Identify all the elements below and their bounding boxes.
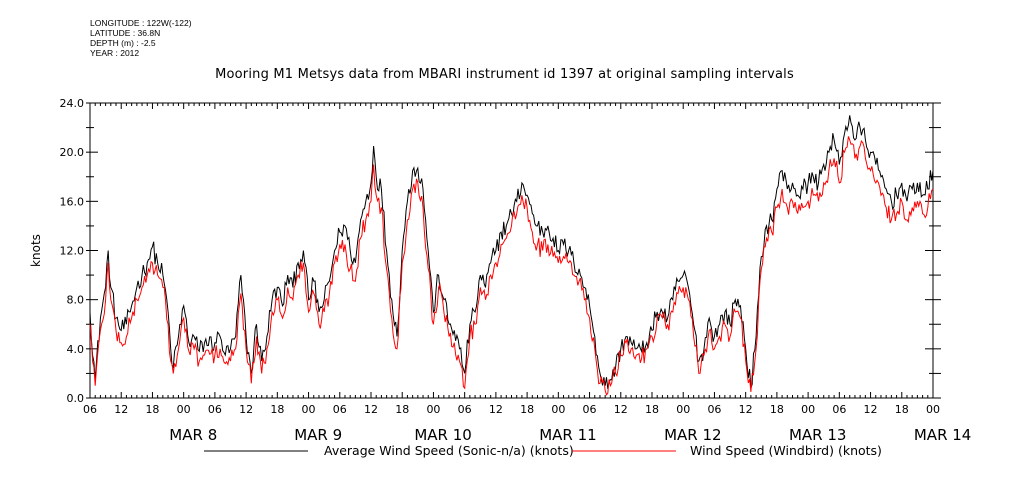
legend: Average Wind Speed (Sonic-n/a) (knots) Wi… [204,443,882,458]
x-tick-label: 06 [83,403,97,416]
year-text: YEAR : 2012 [90,48,140,58]
x-day-label: MAR 10 [414,426,471,444]
y-axis-label: knots [29,234,43,267]
x-tick-label: 12 [489,403,503,416]
x-tick-label: 06 [583,403,597,416]
x-day-label: MAR 14 [914,426,971,444]
x-tick-label: 00 [177,403,191,416]
metadata-block: LONGITUDE : 122W(-122) LATITUDE : 36.8N … [90,18,192,58]
x-tick-label: 06 [707,403,721,416]
longitude-text: LONGITUDE : 122W(-122) [90,18,192,28]
y-tick-label: 8.0 [67,294,85,307]
x-tick-label: 00 [801,403,815,416]
x-tick-label: 18 [895,403,909,416]
x-tick-label: 00 [926,403,940,416]
depth-text: DEPTH (m) : -2.5 [90,38,156,48]
x-tick-label: 06 [208,403,222,416]
legend-label-windbird: Wind Speed (Windbird) (knots) [690,443,882,458]
x-tick-label: 12 [864,403,878,416]
x-day-label: MAR 13 [789,426,846,444]
series-lines [89,115,934,396]
x-day-label: MAR 11 [539,426,596,444]
latitude-text: LATITUDE : 36.8N [90,28,161,38]
x-tick-label: 18 [395,403,409,416]
x-day-label: MAR 12 [664,426,721,444]
x-tick-label: 06 [832,403,846,416]
x-tick-label: 18 [145,403,159,416]
x-tick-label: 00 [676,403,690,416]
y-tick-label: 16.0 [60,195,85,208]
legend-label-sonic: Average Wind Speed (Sonic-n/a) (knots) [324,443,574,458]
x-tick-label: 12 [739,403,753,416]
x-tick-label: 00 [551,403,565,416]
y-tick-label: 12.0 [60,245,85,258]
chart-title: Mooring M1 Metsys data from MBARI instru… [215,67,794,82]
y-tick-label: 4.0 [67,343,85,356]
x-tick-label: 06 [333,403,347,416]
x-tick-label: 18 [770,403,784,416]
y-tick-label: 20.0 [60,146,85,159]
x-tick-label: 18 [270,403,284,416]
series-line-windbird [89,136,934,396]
x-tick-label: 12 [114,403,128,416]
x-tick-label: 12 [239,403,253,416]
y-tick-label: 24.0 [60,97,85,110]
x-tick-label: 00 [426,403,440,416]
x-tick-label: 00 [302,403,316,416]
x-tick-label: 18 [520,403,534,416]
x-tick-label: 06 [458,403,472,416]
x-tick-label: 18 [645,403,659,416]
x-tick-label: 12 [614,403,628,416]
series-line-sonic [89,115,934,390]
plot-frame [89,102,934,399]
x-day-label: MAR 9 [294,426,342,444]
axis-labels: 06 12 18 00 06 12 18 00 06 12 18 00 06 12 18 00 06 12 18 00… [29,97,971,444]
plot-axes [86,102,941,399]
y-tick-label: 0.0 [67,392,85,405]
x-tick-label: 12 [364,403,378,416]
x-day-label: MAR 8 [169,426,217,444]
